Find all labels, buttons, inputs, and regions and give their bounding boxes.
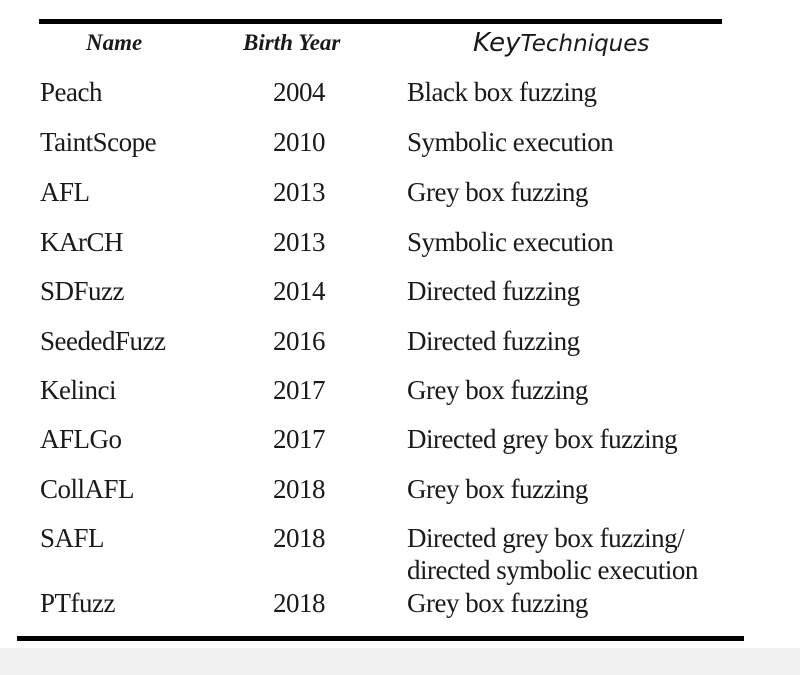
header-key-techniques: KeyTechniques [473,28,649,59]
cell-name: Kelinci [40,375,116,405]
cell-birth-year: 2013 [273,177,326,207]
cell-technique: Symbolic execution [407,126,614,158]
cell-technique: Directed grey box fuzzing [407,423,678,455]
technique-line: Directed fuzzing [407,276,580,306]
cell-birth-year: 2016 [273,326,326,356]
cell-name: SeededFuzz [40,326,166,356]
page-bottom-band [0,648,800,675]
cell-technique: Grey box fuzzing [407,473,588,505]
technique-line: Grey box fuzzing [407,177,588,207]
technique-line: Symbolic execution [407,227,614,257]
cell-technique: Grey box fuzzing [407,587,588,619]
technique-line: Directed grey box fuzzing/ [407,523,685,553]
cell-name: TaintScope [40,127,157,157]
cell-name: PTfuzz [40,588,115,618]
cell-name: Peach [40,77,102,107]
cell-birth-year: 2010 [273,127,326,157]
cell-technique: Grey box fuzzing [407,176,588,208]
cell-name: AFL [40,177,90,207]
cell-birth-year: 2017 [273,424,326,454]
cell-birth-year: 2018 [273,588,326,618]
cell-name: CollAFL [40,474,135,504]
cell-name: AFLGo [40,424,122,454]
header-birth-year: Birth Year [243,30,341,55]
header-techniques-word: Techniques [520,31,650,57]
technique-line: Directed fuzzing [407,326,580,356]
table-bottom-rule [17,636,744,641]
table-top-rule [39,19,722,24]
technique-line: Grey box fuzzing [407,375,588,405]
cell-birth-year: 2018 [273,523,326,553]
cell-name: SAFL [40,523,105,553]
header-key-word: Key [473,28,521,58]
technique-line: Black box fuzzing [407,77,597,107]
cell-birth-year: 2004 [273,77,326,107]
technique-line: directed symbolic execution [407,555,698,585]
cell-name: KArCH [40,227,124,257]
cell-technique: Directed fuzzing [407,275,580,307]
cell-birth-year: 2013 [273,227,326,257]
technique-line: Grey box fuzzing [407,588,588,618]
header-name: Name [86,30,143,55]
cell-name: SDFuzz [40,276,125,306]
cell-birth-year: 2018 [273,474,326,504]
technique-line: Grey box fuzzing [407,474,588,504]
cell-birth-year: 2017 [273,375,326,405]
cell-technique: Black box fuzzing [407,76,597,108]
technique-line: Directed grey box fuzzing [407,424,678,454]
cell-technique: Directed grey box fuzzing/directed symbo… [407,522,698,586]
cell-birth-year: 2014 [273,276,326,306]
technique-line: Symbolic execution [407,127,614,157]
cell-technique: Directed fuzzing [407,325,580,357]
cell-technique: Symbolic execution [407,226,614,258]
cell-technique: Grey box fuzzing [407,374,588,406]
